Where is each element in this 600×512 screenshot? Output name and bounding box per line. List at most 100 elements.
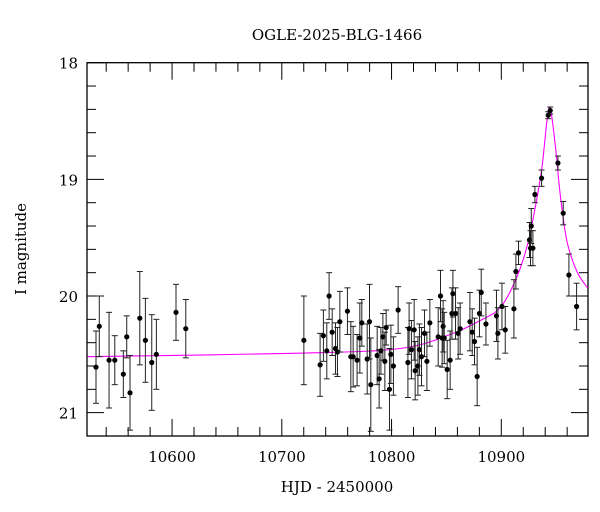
data-point — [350, 325, 357, 388]
axes: 10600 10700 10800 10900 18 19 20 21 — [59, 55, 589, 466]
data-point — [565, 253, 572, 297]
data-point — [538, 169, 545, 187]
data-point — [358, 299, 365, 347]
y-tick-label: 19 — [59, 171, 78, 189]
data-point — [547, 106, 554, 115]
point-marker — [376, 376, 382, 382]
point-marker — [153, 351, 159, 357]
point-marker — [344, 308, 351, 314]
data-point — [344, 287, 351, 336]
data-point — [366, 283, 373, 360]
point-marker — [93, 364, 99, 370]
data-point — [182, 299, 189, 359]
data-point — [329, 308, 336, 357]
point-marker — [354, 357, 360, 363]
point-marker — [96, 323, 102, 329]
data-point — [96, 295, 103, 358]
data-point — [416, 323, 423, 376]
point-marker — [467, 319, 473, 325]
point-marker — [395, 307, 401, 313]
data-point — [356, 302, 363, 374]
point-marker — [513, 268, 519, 275]
point-marker — [515, 250, 522, 256]
point-marker — [560, 210, 566, 216]
data-points-group — [92, 106, 580, 432]
data-point — [326, 272, 333, 320]
point-marker — [495, 330, 501, 336]
data-point — [386, 348, 393, 431]
point-marker — [324, 348, 330, 354]
data-point — [531, 185, 538, 204]
model-curve-group — [87, 106, 589, 358]
data-point — [447, 330, 454, 390]
point-marker — [532, 191, 538, 198]
point-marker — [416, 347, 423, 353]
data-point — [136, 271, 143, 366]
data-point — [529, 230, 536, 267]
point-marker — [447, 357, 453, 363]
data-point — [142, 297, 149, 383]
data-point — [92, 330, 99, 404]
data-point — [455, 307, 462, 360]
point-marker — [455, 330, 461, 336]
point-marker — [329, 329, 335, 335]
point-marker — [502, 327, 508, 333]
data-point — [120, 350, 127, 399]
data-point — [404, 327, 411, 399]
point-marker — [366, 319, 373, 325]
data-point — [395, 286, 402, 334]
point-marker — [474, 373, 480, 380]
point-marker — [173, 309, 179, 315]
data-point — [317, 332, 324, 397]
point-marker — [359, 320, 365, 326]
point-marker — [383, 324, 389, 331]
point-marker — [382, 358, 388, 364]
point-marker — [326, 293, 332, 299]
point-marker — [421, 330, 428, 336]
point-marker — [112, 357, 118, 363]
model-curve — [87, 106, 589, 358]
x-tick-label: 10600 — [148, 448, 196, 466]
point-marker — [408, 347, 415, 353]
point-marker — [357, 335, 363, 341]
point-marker — [127, 390, 133, 396]
y-tick-label: 21 — [59, 405, 78, 423]
data-point — [452, 287, 459, 340]
data-point — [408, 320, 415, 380]
data-point — [381, 331, 388, 392]
point-marker — [440, 323, 446, 329]
data-point — [437, 269, 444, 323]
data-point — [336, 290, 343, 353]
point-marker — [450, 291, 456, 297]
point-marker — [317, 362, 323, 368]
data-point — [573, 282, 580, 331]
data-point — [153, 318, 160, 390]
data-point — [111, 335, 118, 386]
data-point — [300, 295, 307, 386]
point-marker — [411, 327, 417, 333]
data-point — [449, 269, 456, 318]
data-point — [106, 311, 113, 409]
point-marker — [441, 335, 447, 341]
point-marker — [478, 289, 484, 296]
point-marker — [386, 386, 393, 392]
data-point — [390, 336, 397, 396]
point-marker — [452, 310, 459, 317]
point-marker — [368, 382, 374, 388]
data-point — [444, 339, 451, 400]
point-marker — [435, 334, 441, 340]
data-point — [560, 201, 567, 226]
data-point — [512, 253, 519, 290]
data-point — [412, 341, 419, 401]
data-point — [320, 309, 327, 362]
point-marker — [471, 338, 478, 345]
data-point — [123, 315, 130, 359]
point-marker — [547, 107, 553, 114]
point-marker — [469, 329, 475, 335]
point-marker — [137, 315, 143, 321]
point-marker — [530, 245, 536, 251]
data-point — [466, 292, 473, 352]
data-point — [554, 155, 561, 171]
point-marker — [528, 223, 534, 229]
